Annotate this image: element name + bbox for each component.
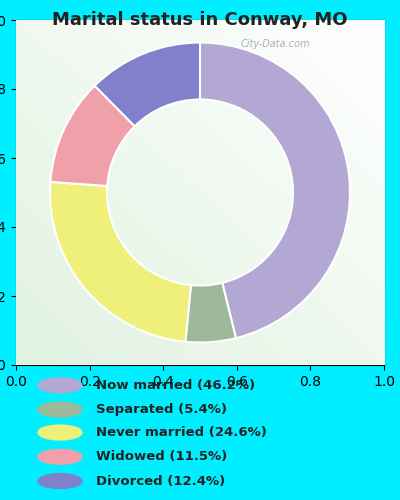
Wedge shape xyxy=(50,182,191,342)
Circle shape xyxy=(38,425,82,440)
Text: Now married (46.2%): Now married (46.2%) xyxy=(96,379,255,392)
Wedge shape xyxy=(95,42,200,126)
Circle shape xyxy=(38,378,82,392)
Circle shape xyxy=(38,474,82,488)
Text: Divorced (12.4%): Divorced (12.4%) xyxy=(96,474,225,488)
Text: Never married (24.6%): Never married (24.6%) xyxy=(96,426,267,439)
Wedge shape xyxy=(200,42,350,338)
Circle shape xyxy=(38,450,82,464)
Wedge shape xyxy=(186,283,236,343)
Circle shape xyxy=(38,402,82,417)
Text: Separated (5.4%): Separated (5.4%) xyxy=(96,403,227,416)
Text: Marital status in Conway, MO: Marital status in Conway, MO xyxy=(52,11,348,29)
Wedge shape xyxy=(50,86,135,186)
Text: City-Data.com: City-Data.com xyxy=(241,39,311,49)
Text: Widowed (11.5%): Widowed (11.5%) xyxy=(96,450,227,464)
